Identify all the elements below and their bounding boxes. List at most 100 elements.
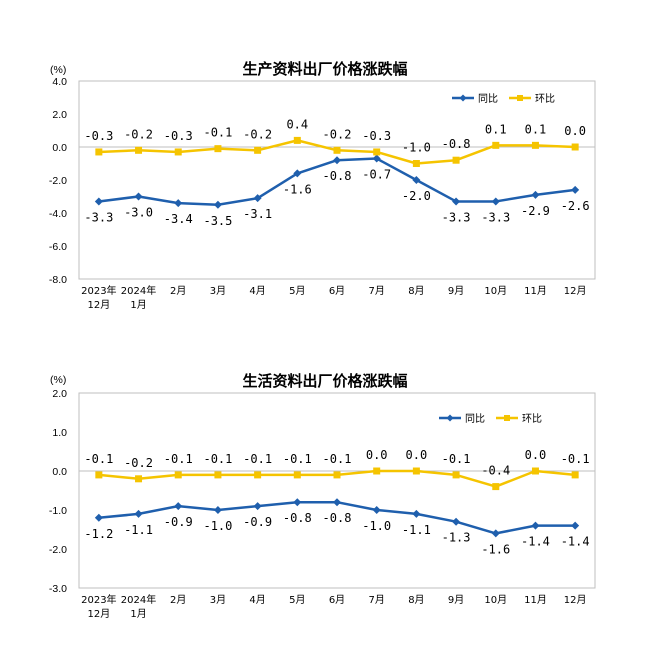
- legend: 同比 环比: [439, 413, 542, 425]
- data-point-square: [333, 471, 341, 479]
- chart-title: 生活资料出厂价格涨跌幅: [242, 372, 407, 390]
- data-point-diamond: [134, 509, 143, 518]
- y-tick-label: -3.0: [49, 583, 67, 595]
- data-point-square: [571, 471, 579, 479]
- data-label: -1.2: [84, 527, 113, 541]
- legend-marker-diamond: [459, 94, 467, 102]
- x-tick-label: 12月: [564, 594, 587, 606]
- x-tick-label: 11月: [524, 594, 547, 606]
- data-label: -3.4: [164, 212, 193, 226]
- data-label: -0.3: [164, 129, 193, 143]
- data-point-diamond: [174, 502, 183, 511]
- data-label: -0.1: [243, 452, 272, 466]
- data-label: -0.1: [164, 452, 193, 466]
- data-label: -3.5: [203, 214, 232, 228]
- legend-label: 同比: [465, 413, 485, 425]
- data-point-square: [531, 141, 539, 149]
- data-point-diamond: [174, 199, 183, 208]
- x-tick-label: 1月: [130, 299, 146, 311]
- data-point-square: [492, 483, 500, 491]
- x-tick-label: 2月: [170, 285, 186, 297]
- data-point-diamond: [372, 154, 381, 163]
- legend-marker-square: [504, 415, 510, 421]
- data-label: -0.2: [124, 127, 153, 141]
- data-label: -3.1: [243, 207, 272, 221]
- x-tick-label: 4月: [249, 285, 265, 297]
- data-label: -1.4: [521, 535, 550, 549]
- x-tick-label: 6月: [329, 594, 345, 606]
- x-tick-label: 3月: [210, 285, 226, 297]
- data-label: -3.3: [84, 210, 113, 224]
- data-label: 0.0: [525, 448, 547, 462]
- data-point-diamond: [94, 513, 103, 522]
- data-point-square: [254, 471, 262, 479]
- series-yoy: -1.2 -1.1 -0.9 -1.0 -0.9 -0.8 -0.8 -1.0 -1.1 -1.3…: [84, 498, 590, 556]
- data-point-diamond: [253, 502, 262, 511]
- data-label: -1.3: [442, 531, 471, 545]
- series-mom: -0.1 -0.2 -0.1 -0.1 -0.1 -0.1 -0.1 0.0 0.0 -0.1 -0…: [84, 448, 590, 491]
- data-point-diamond: [213, 200, 222, 209]
- x-tick-label: 11月: [524, 285, 547, 297]
- data-point-square: [135, 146, 143, 154]
- data-point-square: [214, 471, 222, 479]
- data-point-square: [452, 471, 460, 479]
- data-label: -0.9: [243, 515, 272, 529]
- y-tick-label: -1.0: [49, 505, 67, 517]
- x-tick-label: 3月: [210, 594, 226, 606]
- data-label: 0.1: [525, 122, 547, 136]
- x-tick-label: 2023年: [81, 284, 116, 297]
- x-tick-label: 9月: [448, 594, 464, 606]
- data-point-square: [174, 148, 182, 156]
- data-label: -1.6: [283, 182, 312, 196]
- data-point-square: [214, 145, 222, 153]
- data-point-diamond: [491, 197, 500, 206]
- series-mom: -0.3 -0.2 -0.3 -0.1 -0.2 0.4 -0.2 -0.3 -1.0 -0.8 0…: [84, 117, 586, 167]
- x-tick-label: 2月: [170, 594, 186, 606]
- data-label: -3.0: [124, 206, 153, 220]
- data-point-square: [95, 471, 103, 479]
- data-point-square: [531, 467, 539, 475]
- data-label: -0.3: [84, 129, 113, 143]
- data-label: -0.8: [323, 511, 352, 525]
- x-tick-label: 6月: [329, 285, 345, 297]
- data-point-square: [373, 148, 381, 156]
- data-label: -0.1: [203, 126, 232, 140]
- plot-frame: [78, 392, 596, 589]
- data-label: 0.1: [485, 122, 507, 136]
- legend-marker-diamond: [446, 414, 454, 422]
- data-point-diamond: [253, 194, 262, 203]
- y-tick-label: 0.0: [52, 466, 67, 478]
- data-point-square: [412, 160, 420, 167]
- data-label: -1.1: [402, 523, 431, 537]
- data-point-diamond: [333, 156, 341, 165]
- data-label: -0.3: [362, 129, 391, 143]
- x-tick-label: 5月: [289, 594, 305, 606]
- data-point-diamond: [452, 517, 461, 526]
- data-point-square: [174, 471, 182, 479]
- data-point-diamond: [94, 197, 103, 206]
- x-tick-label: 1月: [130, 608, 146, 620]
- x-tick-label: 10月: [484, 594, 507, 606]
- data-point-diamond: [412, 509, 421, 518]
- x-tick-label: 8月: [408, 594, 424, 606]
- data-point-diamond: [213, 506, 222, 514]
- data-point-square: [135, 475, 143, 483]
- data-point-square: [293, 136, 301, 144]
- data-label: -2.6: [561, 199, 590, 213]
- x-tick-label: 10月: [484, 285, 507, 297]
- data-label: -1.1: [124, 523, 153, 537]
- x-tick-label: 2023年: [81, 593, 116, 606]
- data-point-square: [492, 141, 500, 149]
- data-label: 0.0: [564, 124, 586, 138]
- data-label: -0.2: [124, 456, 153, 470]
- chart-2: 生活资料出厂价格涨跌幅 (%) 2.0 1.0 0.0 -1.0 -2.0 -3.0 2023年…: [49, 372, 596, 620]
- data-label: -1.4: [561, 535, 590, 549]
- legend-label: 同比: [478, 93, 498, 105]
- x-tick-label: 7月: [369, 594, 385, 606]
- data-point-diamond: [531, 190, 540, 199]
- data-point-diamond: [571, 185, 580, 194]
- y-tick-label: 4.0: [52, 76, 67, 88]
- x-tick-label: 12月: [87, 299, 110, 311]
- plot-frame: [78, 80, 596, 280]
- y-tick-label: 2.0: [52, 388, 67, 400]
